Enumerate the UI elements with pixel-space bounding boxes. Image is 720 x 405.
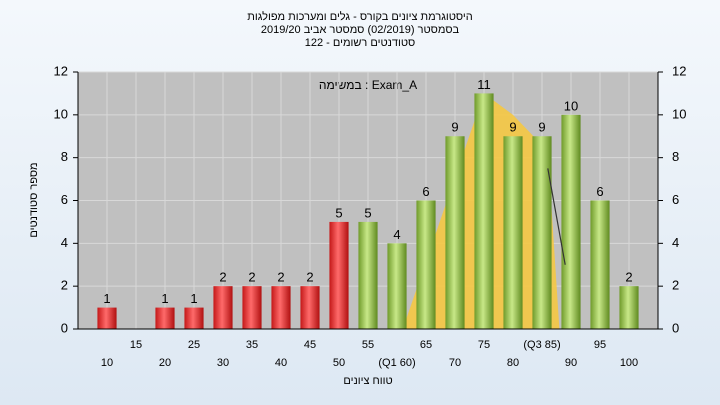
x-tick-label: 80	[507, 357, 519, 369]
y2-tick-label: 10	[672, 106, 686, 121]
y2-tick-label: 12	[672, 63, 686, 78]
title-line: סטודנטים רשומים - 122	[305, 37, 416, 49]
y2-tick-label: 0	[672, 320, 679, 335]
bar	[590, 200, 610, 329]
bar	[503, 136, 523, 329]
bar	[213, 286, 233, 329]
data-label: 6	[422, 184, 429, 199]
data-label: 2	[219, 270, 226, 285]
bar	[300, 286, 320, 329]
y2-tick-label: 2	[672, 278, 679, 293]
y-axis-label: מספר סטודנטים	[28, 162, 40, 237]
y2-tick-label: 6	[672, 192, 679, 207]
y-tick-label: 6	[61, 192, 68, 207]
x-tick-label: (Q1 60)	[378, 357, 415, 369]
x-tick-label: 15	[130, 339, 142, 351]
x-tick-label: 25	[188, 339, 200, 351]
x-tick-label: 35	[246, 339, 258, 351]
data-label: 2	[248, 270, 255, 285]
bar	[474, 93, 494, 330]
data-label: 9	[451, 120, 458, 135]
title-line: היסטוגרמת ציונים בקורס - גלים ומערכות מפ…	[247, 10, 472, 23]
x-tick-label: 95	[594, 339, 606, 351]
y-tick-label: 2	[61, 278, 68, 293]
data-label: 2	[625, 270, 632, 285]
quartile-line	[547, 168, 566, 265]
x-tick-label: 55	[362, 339, 374, 351]
data-label: 1	[161, 291, 168, 306]
data-label: 2	[306, 270, 313, 285]
x-tick-label: 75	[478, 339, 490, 351]
bar	[387, 243, 407, 329]
bar	[532, 136, 552, 329]
bar	[97, 307, 117, 329]
y-tick-label: 12	[54, 63, 68, 78]
bar	[619, 286, 639, 329]
data-label: 9	[509, 120, 516, 135]
x-tick-label: 30	[217, 357, 229, 369]
bar	[416, 200, 436, 329]
x-tick-label: 20	[159, 357, 171, 369]
y-tick-label: 8	[61, 149, 68, 164]
y2-tick-label: 8	[672, 149, 679, 164]
bar	[242, 286, 262, 329]
x-tick-label: 40	[275, 357, 287, 369]
data-label: 1	[190, 291, 197, 306]
data-label: 4	[393, 227, 400, 242]
x-tick-label: 70	[449, 357, 461, 369]
x-tick-label: 100	[620, 357, 638, 369]
data-label: 11	[477, 77, 491, 92]
x-axis-label: טווח ציונים	[343, 375, 392, 387]
x-tick-label: 65	[420, 339, 432, 351]
bar	[184, 307, 204, 329]
y-tick-label: 4	[61, 235, 68, 250]
x-tick-label: 50	[333, 357, 345, 369]
data-label: 6	[596, 184, 603, 199]
data-label: 5	[335, 205, 342, 220]
data-label: 5	[364, 205, 371, 220]
bar	[561, 114, 581, 329]
data-label: 2	[277, 270, 284, 285]
y2-tick-label: 4	[672, 235, 679, 250]
bar	[445, 136, 465, 329]
bar	[329, 221, 349, 329]
x-tick-label: 45	[304, 339, 316, 351]
bar	[358, 221, 378, 329]
x-tick-label: (Q3 85)	[523, 339, 560, 351]
bar	[155, 307, 175, 329]
data-label: 1	[103, 291, 110, 306]
bar	[271, 286, 291, 329]
data-label: 10	[564, 98, 578, 113]
data-label: 9	[538, 120, 545, 135]
x-tick-label: 10	[101, 357, 113, 369]
title-line: בסמסטר (02/2019) סמסטר אביב 2019/20	[261, 24, 460, 36]
y-tick-label: 10	[54, 106, 68, 121]
x-tick-label: 90	[565, 357, 577, 369]
y-tick-label: 0	[61, 320, 68, 335]
